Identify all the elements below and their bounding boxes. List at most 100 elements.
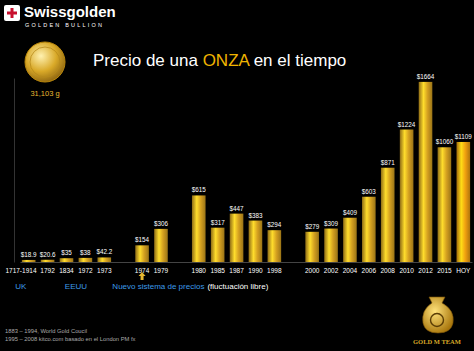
x-tick-label: 2012 [418, 267, 433, 274]
bar [154, 229, 168, 262]
chart-title: Precio de una ONZA en el tiempo [93, 51, 346, 70]
x-tick-label: 2010 [399, 267, 414, 274]
bar [343, 218, 357, 262]
data-label: $383 [248, 212, 263, 219]
bar [230, 214, 244, 262]
bar [41, 260, 55, 262]
data-label: $154 [135, 236, 150, 243]
x-tick: 1990 [248, 267, 263, 274]
data-label: $38 [80, 249, 91, 256]
x-tick: 2000 [305, 267, 320, 274]
x-tick: 1973 [97, 267, 112, 274]
bar [211, 228, 225, 262]
coin [25, 42, 65, 82]
title-word: tiempo [291, 51, 347, 70]
x-tick-label: 2006 [362, 267, 377, 274]
title-word: Precio [93, 51, 141, 70]
money-bag [423, 297, 454, 333]
x-tick-label: 1987 [229, 267, 244, 274]
data-label: $35 [61, 249, 72, 256]
data-label: $309 [324, 220, 339, 227]
data-label: $20.6 [40, 251, 56, 258]
x-tick-label: 1717-1914 [5, 267, 36, 274]
bar [249, 221, 263, 262]
bar [457, 142, 471, 262]
bar [362, 197, 376, 262]
title-word: ONZA [198, 51, 251, 70]
x-tick-label: 1998 [267, 267, 282, 274]
x-tick: 1980 [192, 267, 207, 274]
data-label: $306 [154, 220, 169, 227]
x-tick: 2008 [380, 267, 395, 274]
x-tick-label: 1972 [78, 267, 93, 274]
data-label: $615 [192, 186, 207, 193]
data-label: $317 [211, 219, 226, 226]
data-label: $18.9 [21, 251, 37, 258]
bar [135, 245, 149, 262]
data-label: $1060 [436, 138, 454, 145]
arrow [139, 272, 146, 280]
bar [97, 257, 111, 262]
y-axis [14, 79, 15, 263]
x-axis-line [21, 262, 473, 263]
annotation: UK [15, 282, 27, 291]
annotation: EEUU [65, 282, 87, 291]
data-labels: $18.9$20.6$35$38$42.2$154$306$615$317$44… [21, 73, 473, 258]
title-word: de [141, 51, 165, 70]
bar [192, 195, 206, 262]
data-label: $447 [230, 205, 245, 212]
x-tick: 2015 [437, 267, 452, 274]
x-axis: 1717-19141792183419721973197419791980198… [5, 263, 472, 274]
bag-emblem [431, 314, 444, 327]
x-tick: 1985 [210, 267, 225, 274]
x-tick-label: 2002 [324, 267, 339, 274]
brand-icon [4, 5, 20, 21]
bars [22, 82, 470, 262]
y-axis-line [14, 79, 15, 263]
background [0, 0, 474, 351]
x-tick: 1972 [78, 267, 93, 274]
x-tick: 2012 [418, 267, 433, 274]
x-tick-label: 1990 [248, 267, 263, 274]
x-tick-label: HOY [456, 267, 471, 274]
x-tick-label: 2015 [437, 267, 452, 274]
brand-name: Swissgolden [24, 3, 116, 20]
x-tick-label: 1792 [40, 267, 55, 274]
x-tick: 1987 [229, 267, 244, 274]
bar [305, 232, 319, 262]
data-label: $409 [343, 209, 358, 216]
chart-svg: SwissgoldenGOLDEN BULLION31,103 gPrecio … [0, 0, 474, 351]
data-label: $1224 [398, 121, 416, 128]
bar [381, 168, 395, 262]
x-tick-label: 1980 [192, 267, 207, 274]
bar [79, 258, 93, 262]
title-word: el [273, 51, 291, 70]
title-word: una [165, 51, 199, 70]
brand-logo: Swissgolden GOLDEN BULLION [4, 3, 116, 28]
x-tick: 2010 [399, 267, 414, 274]
x-tick-label: 1985 [210, 267, 225, 274]
x-tick-label: 1834 [59, 267, 74, 274]
coin-rim [30, 47, 60, 77]
x-tick: 2002 [324, 267, 339, 274]
bar [60, 258, 74, 262]
x-tick: 1998 [267, 267, 282, 274]
footnote: 1995 – 2008 kitco.com basado en el Londo… [5, 336, 136, 342]
data-label: $871 [381, 159, 396, 166]
brand-tagline: GOLDEN BULLION [25, 22, 104, 28]
x-tick: 1792 [40, 267, 55, 274]
x-tick-label: 1973 [97, 267, 112, 274]
bar [438, 147, 452, 262]
x-tick: HOY [456, 267, 471, 274]
bar [268, 230, 282, 262]
title-word: en [249, 51, 273, 70]
x-tick: 2006 [362, 267, 377, 274]
x-tick-label: 2000 [305, 267, 320, 274]
team-logo-text: GOLD M TEAM [413, 338, 461, 345]
bar [22, 260, 36, 262]
x-tick-label: 1979 [154, 267, 169, 274]
footnote: 1883 – 1994, World Gold Coucil [5, 328, 87, 334]
x-tick-label: 2004 [343, 267, 358, 274]
data-label: $1664 [417, 73, 435, 80]
bar [400, 130, 414, 262]
